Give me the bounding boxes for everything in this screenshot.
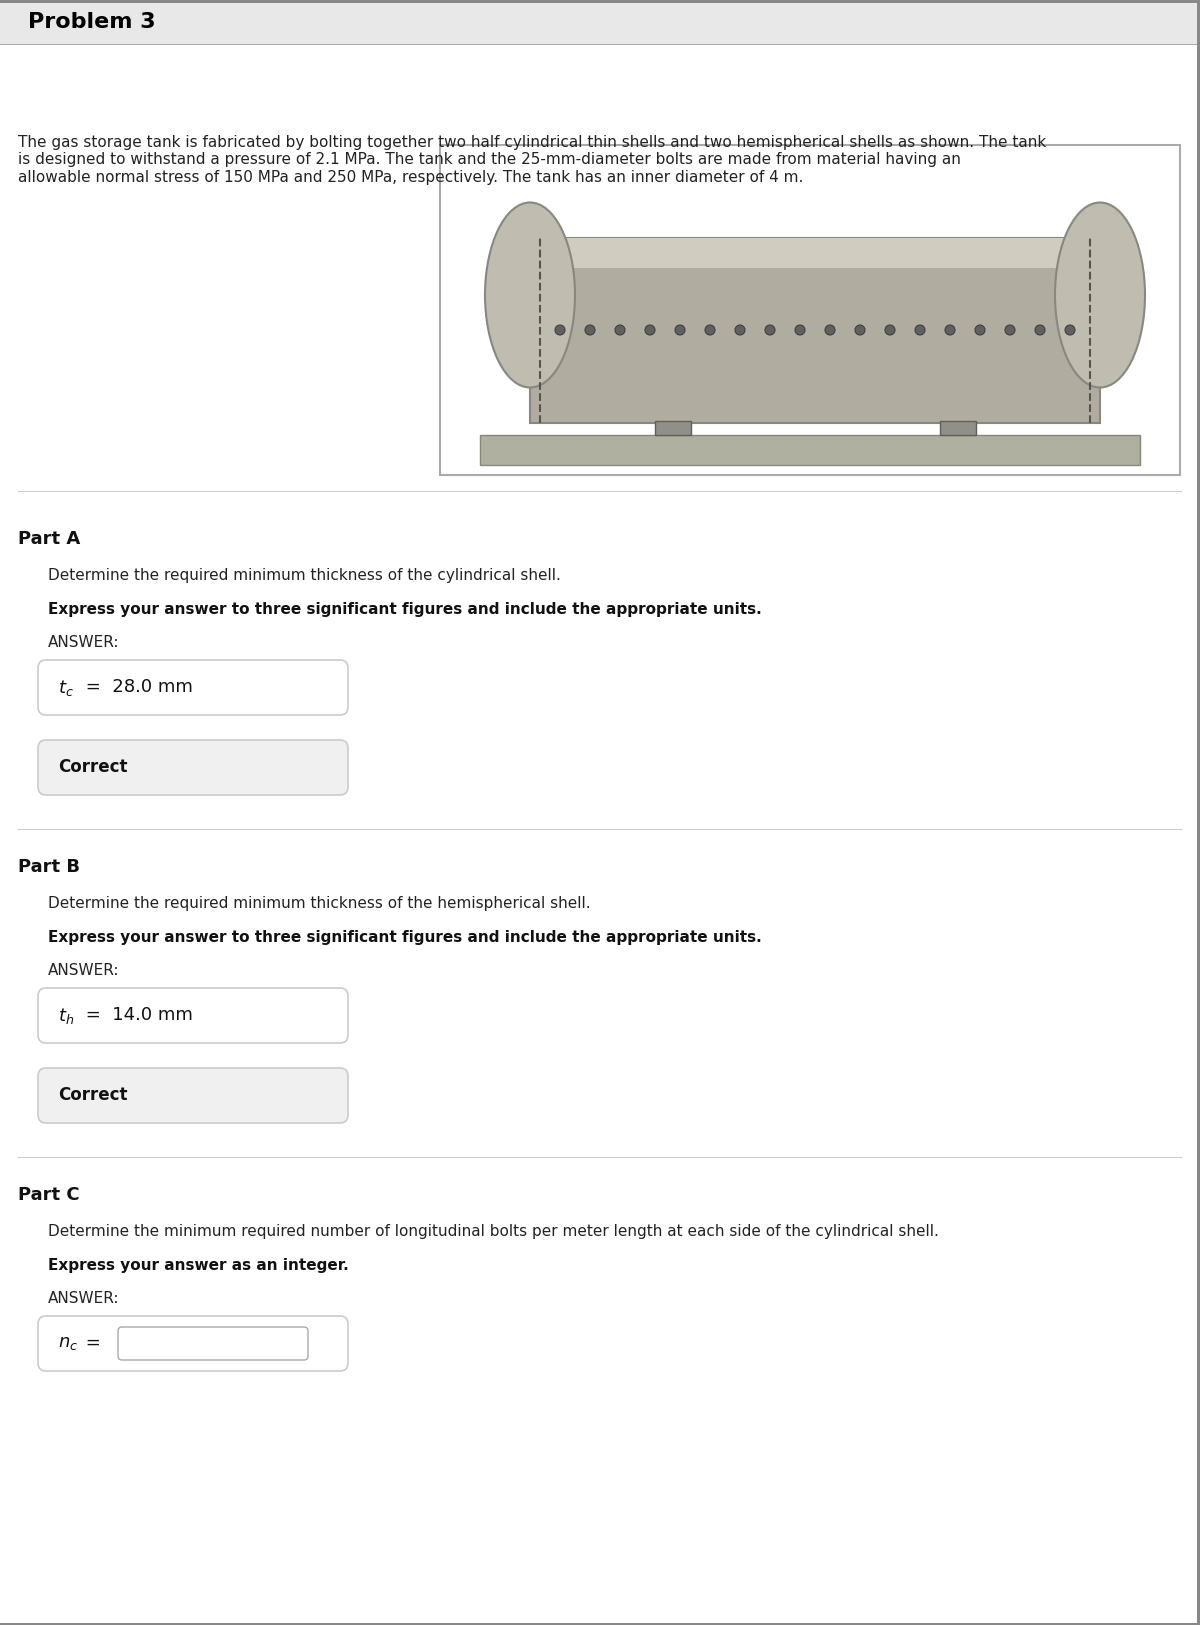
Circle shape <box>854 325 865 335</box>
Text: Part A: Part A <box>18 530 80 548</box>
Circle shape <box>616 325 625 335</box>
Circle shape <box>554 325 565 335</box>
Circle shape <box>674 325 685 335</box>
FancyBboxPatch shape <box>38 1068 348 1123</box>
Circle shape <box>1006 325 1015 335</box>
Ellipse shape <box>485 203 575 387</box>
Text: Problem 3: Problem 3 <box>28 13 156 32</box>
Circle shape <box>1066 325 1075 335</box>
FancyBboxPatch shape <box>38 1316 348 1371</box>
Text: Determine the required minimum thickness of the cylindrical shell.: Determine the required minimum thickness… <box>48 569 560 583</box>
Text: $n_c$: $n_c$ <box>58 1334 78 1352</box>
Circle shape <box>734 325 745 335</box>
Bar <box>1198 0 1200 1625</box>
Circle shape <box>586 325 595 335</box>
Bar <box>530 237 1100 268</box>
Bar <box>530 237 1100 422</box>
Text: Correct: Correct <box>58 1087 127 1105</box>
Circle shape <box>706 325 715 335</box>
Bar <box>0 1623 1200 1625</box>
Text: The gas storage tank is fabricated by bolting together two half cylindrical thin: The gas storage tank is fabricated by bo… <box>18 135 1046 185</box>
Text: Express your answer to three significant figures and include the appropriate uni: Express your answer to three significant… <box>48 929 762 946</box>
Text: Determine the required minimum thickness of the hemispherical shell.: Determine the required minimum thickness… <box>48 895 590 912</box>
Text: $t_c$: $t_c$ <box>58 678 74 697</box>
Circle shape <box>946 325 955 335</box>
Circle shape <box>974 325 985 335</box>
Text: =: = <box>80 1334 107 1352</box>
Bar <box>0 0 1200 3</box>
Text: $t_h$: $t_h$ <box>58 1006 74 1025</box>
Text: Part B: Part B <box>18 858 80 876</box>
Text: =  28.0 mm: = 28.0 mm <box>80 679 193 697</box>
Bar <box>654 421 690 436</box>
FancyBboxPatch shape <box>38 739 348 795</box>
Circle shape <box>1034 325 1045 335</box>
Text: Express your answer as an integer.: Express your answer as an integer. <box>48 1258 349 1272</box>
Text: ANSWER:: ANSWER: <box>48 1290 120 1306</box>
FancyBboxPatch shape <box>118 1328 308 1360</box>
Text: Express your answer to three significant figures and include the appropriate uni: Express your answer to three significant… <box>48 601 762 618</box>
Text: Correct: Correct <box>58 759 127 777</box>
Text: Part C: Part C <box>18 1186 79 1204</box>
Text: =  14.0 mm: = 14.0 mm <box>80 1006 193 1024</box>
FancyBboxPatch shape <box>38 660 348 715</box>
Circle shape <box>886 325 895 335</box>
Circle shape <box>646 325 655 335</box>
FancyBboxPatch shape <box>38 988 348 1043</box>
Circle shape <box>826 325 835 335</box>
Text: ANSWER:: ANSWER: <box>48 964 120 978</box>
Text: ANSWER:: ANSWER: <box>48 635 120 650</box>
Bar <box>480 436 1140 465</box>
Bar <box>0 0 1200 46</box>
Circle shape <box>796 325 805 335</box>
Ellipse shape <box>1055 203 1145 387</box>
Circle shape <box>916 325 925 335</box>
Text: Determine the minimum required number of longitudinal bolts per meter length at : Determine the minimum required number of… <box>48 1224 938 1238</box>
Bar <box>940 421 976 436</box>
Circle shape <box>766 325 775 335</box>
Bar <box>440 145 1180 474</box>
